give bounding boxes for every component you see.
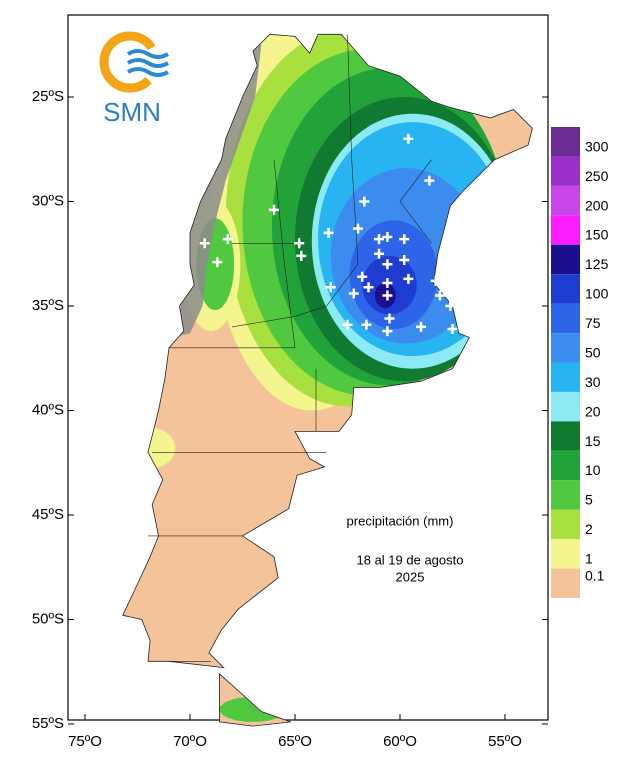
legend-label: 250 xyxy=(585,168,609,184)
station-marker xyxy=(361,319,372,330)
legend-swatch xyxy=(551,539,580,569)
province-border xyxy=(399,159,432,244)
legend-label: 20 xyxy=(585,403,601,419)
legend-swatch xyxy=(551,215,580,245)
station-marker xyxy=(416,321,426,332)
legend-label: 100 xyxy=(585,286,609,302)
station-marker xyxy=(374,234,384,245)
lon-label: 55ºO xyxy=(488,733,522,750)
station-marker xyxy=(269,204,279,215)
logo-ring xyxy=(99,31,161,93)
station-marker xyxy=(403,133,414,144)
legend-swatch xyxy=(551,450,580,481)
station-marker xyxy=(363,282,374,293)
station-marker xyxy=(384,313,395,324)
legend-swatch xyxy=(551,362,580,392)
legend-label: 1 xyxy=(585,551,593,567)
lat-label: 25ºS xyxy=(32,88,64,105)
station-marker xyxy=(222,234,233,245)
legend-label: 5 xyxy=(585,492,593,508)
legend-swatch xyxy=(551,244,580,275)
legend-label: 75 xyxy=(585,315,601,331)
station-marker xyxy=(342,319,353,330)
station-marker xyxy=(439,259,450,270)
legend-label: 30 xyxy=(585,374,601,390)
legend-swatch xyxy=(551,421,580,451)
lon-label: 65ºO xyxy=(278,733,312,750)
station-marker xyxy=(399,234,410,245)
legend-swatch xyxy=(551,127,580,157)
lon-label: 70ºO xyxy=(173,733,207,750)
andes-snow xyxy=(173,40,262,338)
logo: SMN xyxy=(99,31,170,127)
legend-swatch xyxy=(551,333,580,363)
logo-text: SMN xyxy=(103,97,161,127)
legend-label: 125 xyxy=(585,256,609,272)
legend-swatch xyxy=(551,509,580,540)
station-marker xyxy=(294,238,305,249)
station-marker xyxy=(199,238,210,249)
station-marker xyxy=(382,259,393,270)
station-marker xyxy=(424,175,435,186)
station-marker xyxy=(382,326,393,337)
station-marker xyxy=(434,290,445,301)
station-marker xyxy=(323,227,334,238)
legend-swatch xyxy=(551,480,580,510)
legend-label: 10 xyxy=(585,462,601,478)
station-marker xyxy=(353,223,363,234)
lon-label: 75ºO xyxy=(68,733,102,750)
province-border xyxy=(231,34,359,328)
station-marker xyxy=(447,323,458,334)
station-marker xyxy=(382,232,393,243)
legend-label: 2 xyxy=(585,521,593,537)
station-marker xyxy=(212,257,223,268)
annotation-dates: 18 al 19 de agosto xyxy=(357,552,464,567)
legend-label: 0.1 xyxy=(585,567,605,583)
station-marker xyxy=(374,248,384,259)
legend: 300 250 200 150 125 100 75 50 30 20 15 10 5 2 10.1 xyxy=(551,127,609,598)
province-border xyxy=(169,159,296,349)
logo-waves xyxy=(126,49,170,77)
legend-swatch xyxy=(551,274,580,304)
station-marker xyxy=(348,288,359,299)
legend-label: 300 xyxy=(585,138,609,154)
annotation-year: 2025 xyxy=(396,569,425,584)
station-marker xyxy=(296,250,307,261)
annotation-title: precipitación (mm) xyxy=(347,513,454,528)
lat-label: 45ºS xyxy=(32,506,64,523)
station-marker xyxy=(403,273,414,284)
lat-label: 35ºS xyxy=(32,297,64,314)
legend-swatch xyxy=(551,568,580,598)
station-marker xyxy=(382,290,393,301)
lon-label: 60ºO xyxy=(383,733,417,750)
legend-swatch xyxy=(551,391,580,422)
legend-swatch xyxy=(551,303,580,334)
lat-label: 55ºS xyxy=(32,715,64,732)
lat-label: 40ºS xyxy=(32,401,64,418)
station-marker xyxy=(359,196,370,207)
legend-swatch xyxy=(551,185,580,216)
station-marker xyxy=(357,271,368,282)
legend-swatch xyxy=(551,156,580,186)
legend-label: 200 xyxy=(585,197,609,213)
station-marker xyxy=(382,278,393,289)
station-marker xyxy=(430,275,441,286)
legend-label: 15 xyxy=(585,433,601,449)
lat-label: 30ºS xyxy=(32,192,64,209)
station-marker xyxy=(399,255,410,266)
legend-label: 150 xyxy=(585,227,609,243)
lat-label: 50ºS xyxy=(32,610,64,627)
legend-label: 50 xyxy=(585,344,601,360)
station-marker xyxy=(445,301,456,311)
station-marker xyxy=(325,282,336,293)
